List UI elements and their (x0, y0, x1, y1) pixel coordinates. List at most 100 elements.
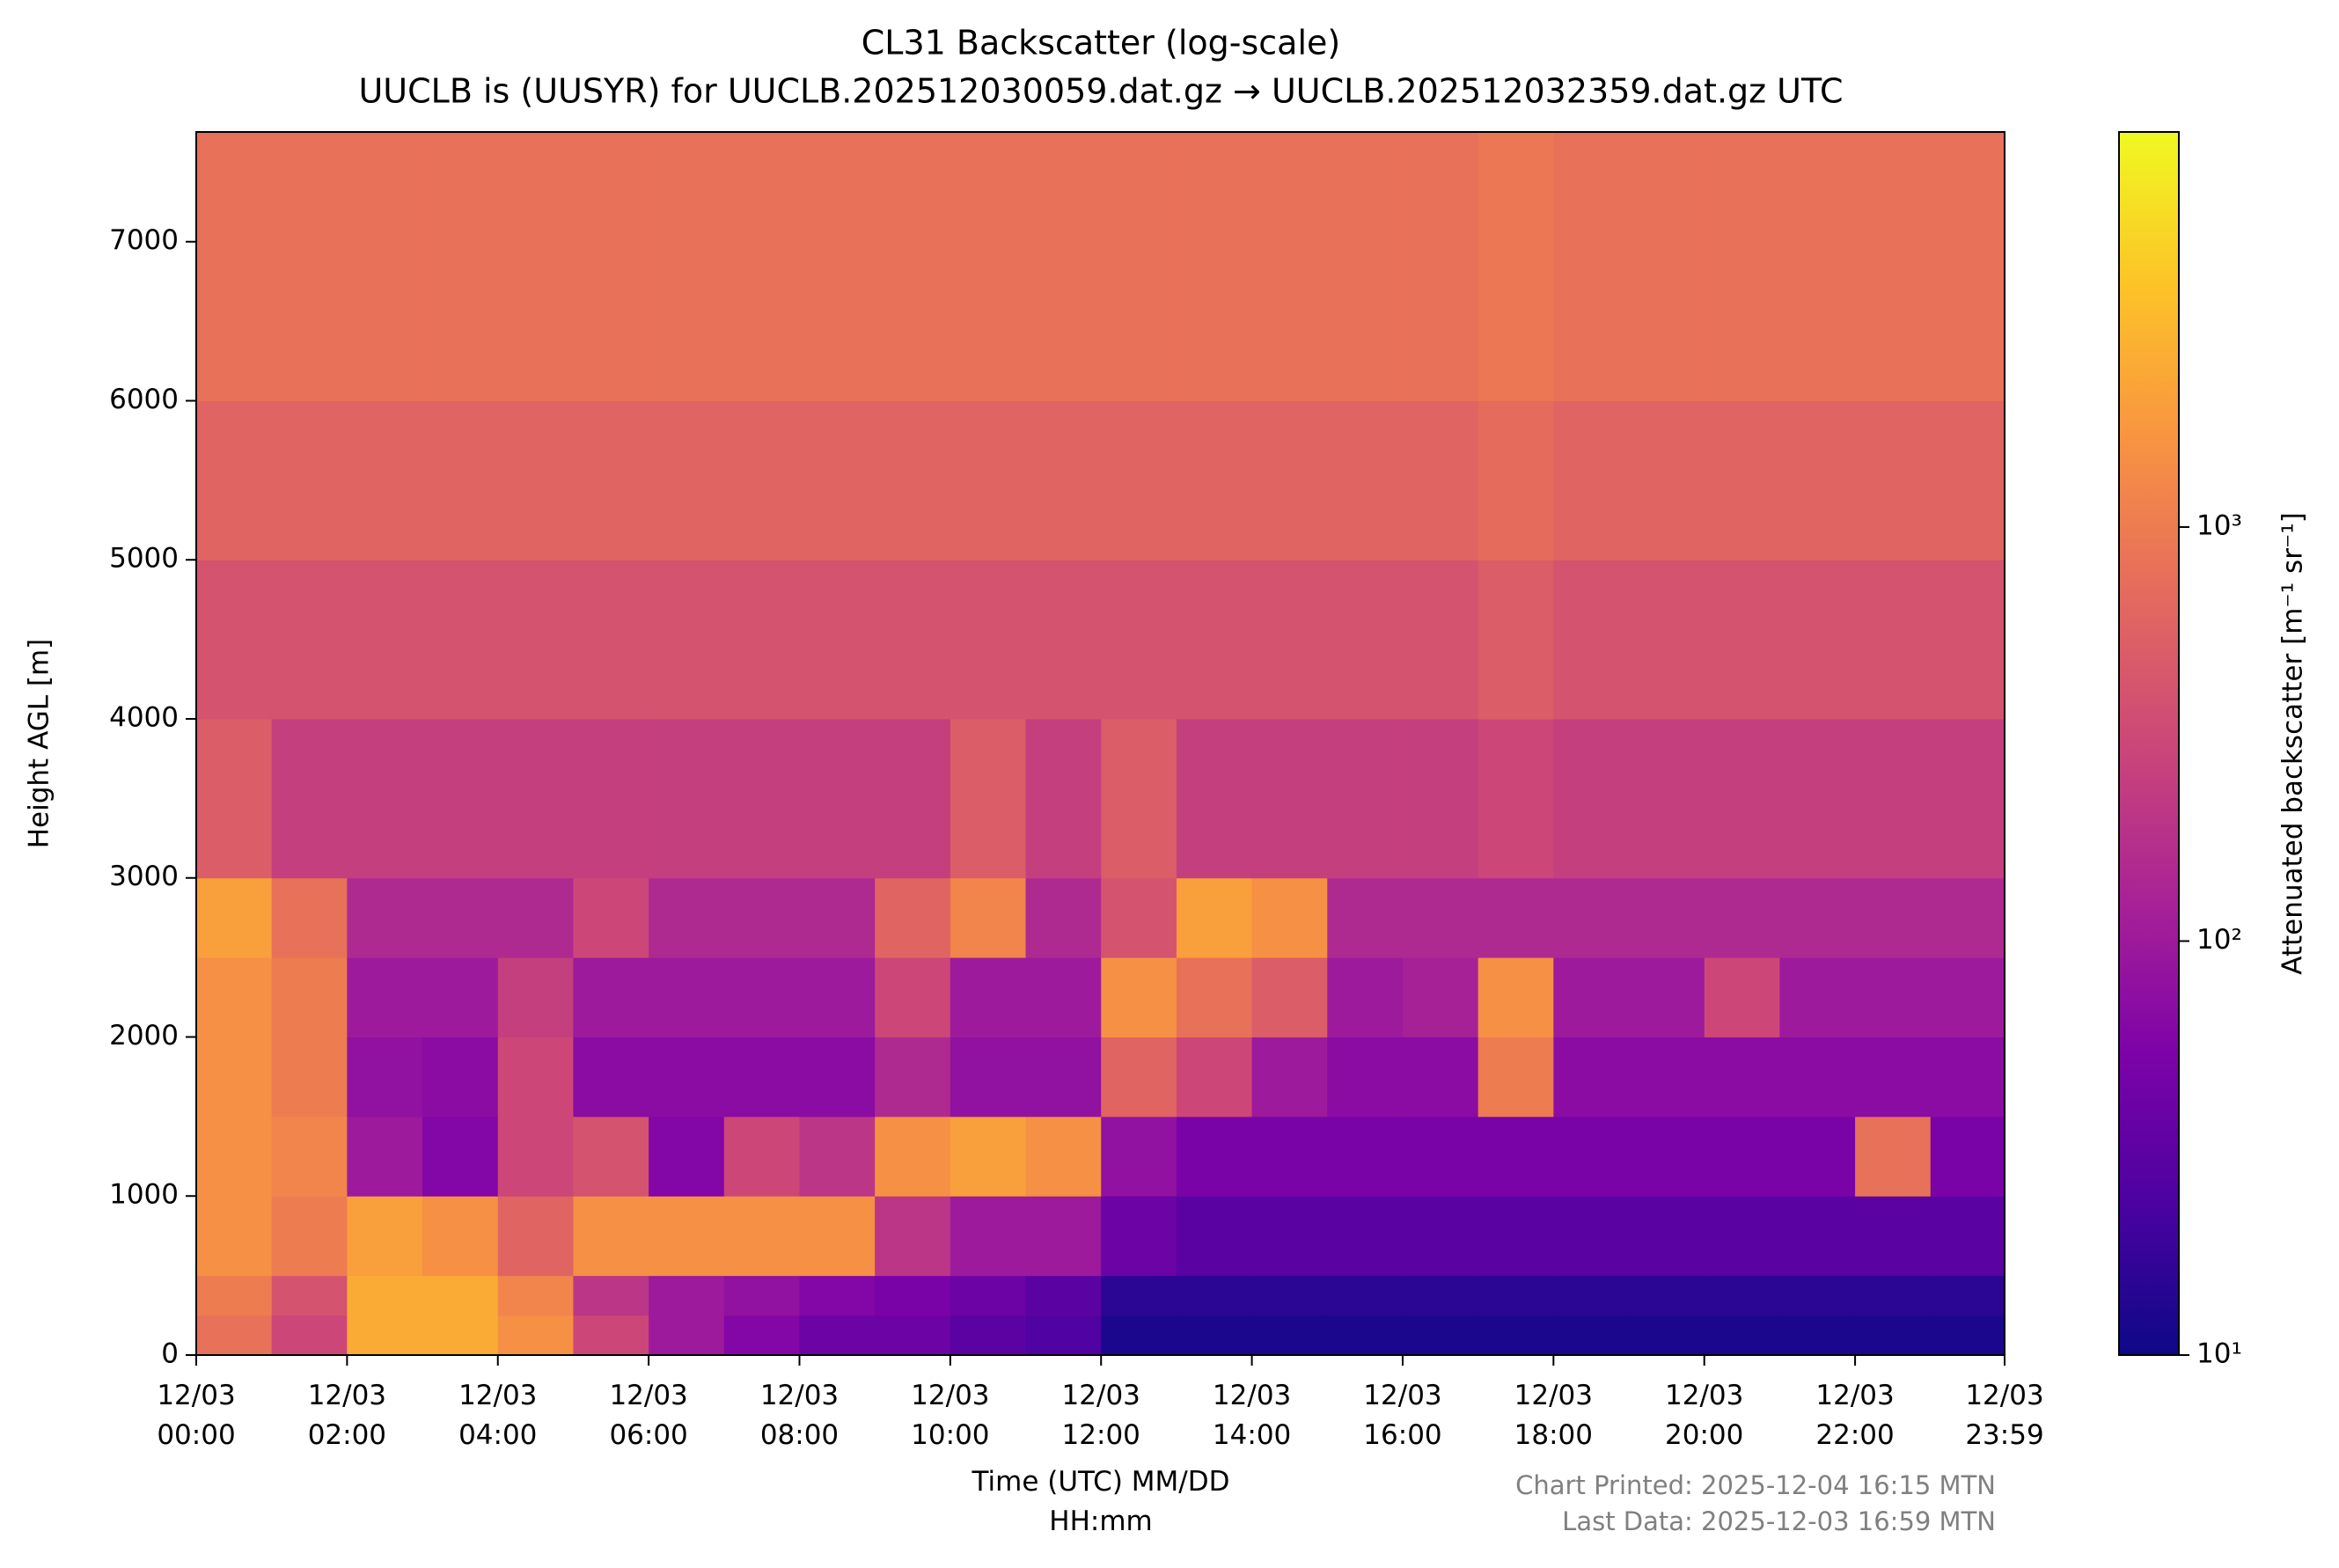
heatmap-cell (347, 1275, 423, 1316)
heatmap-cell (1402, 1315, 1479, 1356)
heatmap-cell (196, 132, 273, 401)
heatmap-cell (1025, 718, 1102, 879)
heatmap-cell (1101, 957, 1177, 1037)
heatmap-cell (271, 560, 348, 720)
heatmap-cell (1025, 1196, 1102, 1277)
heatmap-cell (573, 1196, 649, 1277)
heatmap-cell (1251, 957, 1328, 1037)
heatmap-cell (1704, 560, 1780, 720)
heatmap-cell (649, 1116, 725, 1197)
heatmap-cell (271, 1116, 348, 1197)
y-tick-label: 5000 (109, 543, 179, 575)
heatmap-cell (799, 1116, 876, 1197)
heatmap-cell (1629, 132, 1705, 401)
heatmap-cell (1704, 1315, 1780, 1356)
heatmap-cell (1930, 877, 2005, 958)
heatmap-cell (875, 957, 951, 1037)
heatmap-cell (799, 1196, 876, 1277)
heatmap-cell (422, 132, 499, 401)
heatmap-cell (271, 718, 348, 879)
heatmap-cell (271, 132, 348, 401)
heatmap-cell (950, 1116, 1027, 1197)
heatmap-cell (723, 1196, 800, 1277)
heatmap-cell (497, 1315, 574, 1356)
heatmap-cell (950, 400, 1027, 561)
heatmap-cell (1327, 957, 1404, 1037)
heatmap-cell (1704, 1037, 1780, 1117)
heatmap-cell (1779, 560, 1856, 720)
heatmap-cell (799, 1275, 876, 1316)
heatmap-cell (1327, 560, 1404, 720)
heatmap-cell (1402, 1037, 1479, 1117)
heatmap-cell (1704, 1116, 1780, 1197)
heatmap-cell (875, 718, 951, 879)
heatmap-cell (649, 957, 725, 1037)
heatmap-cell (1327, 1116, 1404, 1197)
heatmap-cell (1402, 400, 1479, 561)
x-tick-label: 12/03 20:00 (1665, 1380, 1743, 1451)
y-tick-label: 6000 (109, 384, 179, 415)
heatmap-cell (723, 1116, 800, 1197)
heatmap-cell (1176, 560, 1253, 720)
heatmap-cell (1477, 1037, 1554, 1117)
heatmap-cell (1629, 560, 1705, 720)
x-tick-label: 12/03 12:00 (1062, 1380, 1140, 1451)
heatmap-cell (497, 957, 574, 1037)
heatmap-cell (875, 132, 951, 401)
heatmap-cell (875, 400, 951, 561)
heatmap-cell (497, 400, 574, 561)
heatmap-cell (1327, 132, 1404, 401)
heatmap-cell (1327, 1037, 1404, 1117)
heatmap-cell (497, 560, 574, 720)
heatmap-cell (875, 560, 951, 720)
heatmap-cell (1327, 1275, 1404, 1316)
heatmap-cell (723, 718, 800, 879)
heatmap-cell (1779, 1275, 1856, 1316)
heatmap-cell (573, 877, 649, 958)
heatmap-cell (1025, 877, 1102, 958)
heatmap-cell (1176, 1275, 1253, 1316)
heatmap-cell (271, 1275, 348, 1316)
heatmap-cell (799, 400, 876, 561)
heatmap-cell (1553, 1037, 1630, 1117)
x-tick-label: 12/03 08:00 (760, 1380, 839, 1451)
heatmap-cell (196, 877, 273, 958)
heatmap-cell (1025, 1037, 1102, 1117)
heatmap-cell (1779, 1315, 1856, 1356)
heatmap-cell (1251, 1196, 1328, 1277)
heatmap-cell (1779, 1196, 1856, 1277)
heatmap-cell (1402, 957, 1479, 1037)
heatmap-cell (422, 877, 499, 958)
heatmap-cell (1553, 1275, 1630, 1316)
heatmap-cell (196, 560, 273, 720)
heatmap-cell (950, 718, 1027, 879)
heatmap-cell (1855, 1196, 1932, 1277)
heatmap-cell (573, 1116, 649, 1197)
heatmap-cell (875, 1196, 951, 1277)
heatmap-cell (1176, 877, 1253, 958)
heatmap-cell (1251, 400, 1328, 561)
heatmap-cell (1025, 957, 1102, 1037)
heatmap-cell (1855, 1037, 1932, 1117)
heatmap-cell (1101, 132, 1177, 401)
heatmap-cell (1704, 1275, 1780, 1316)
y-axis-label: Height AGL [m] (24, 639, 55, 849)
heatmap-cell (196, 1037, 273, 1117)
heatmap-cell (950, 1037, 1027, 1117)
heatmap-cell (196, 1116, 273, 1197)
heatmap-cell (497, 132, 574, 401)
chart-title: CL31 Backscatter (log-scale) (862, 24, 1340, 62)
heatmap-cell (1779, 1037, 1856, 1117)
heatmap-cell (1176, 957, 1253, 1037)
heatmap-cell (950, 1275, 1027, 1316)
heatmap-cell (723, 400, 800, 561)
heatmap-cell (1779, 877, 1856, 958)
heatmap-cell (1176, 1196, 1253, 1277)
heatmap-cell (1327, 718, 1404, 879)
heatmap-cell (1704, 1196, 1780, 1277)
heatmap-cell (799, 718, 876, 879)
heatmap-cell (723, 560, 800, 720)
heatmap-cell (1025, 1116, 1102, 1197)
heatmap-cell (1251, 877, 1328, 958)
colorbar-label: Attenuated backscatter [m⁻¹ sr⁻¹] (2277, 512, 2309, 975)
